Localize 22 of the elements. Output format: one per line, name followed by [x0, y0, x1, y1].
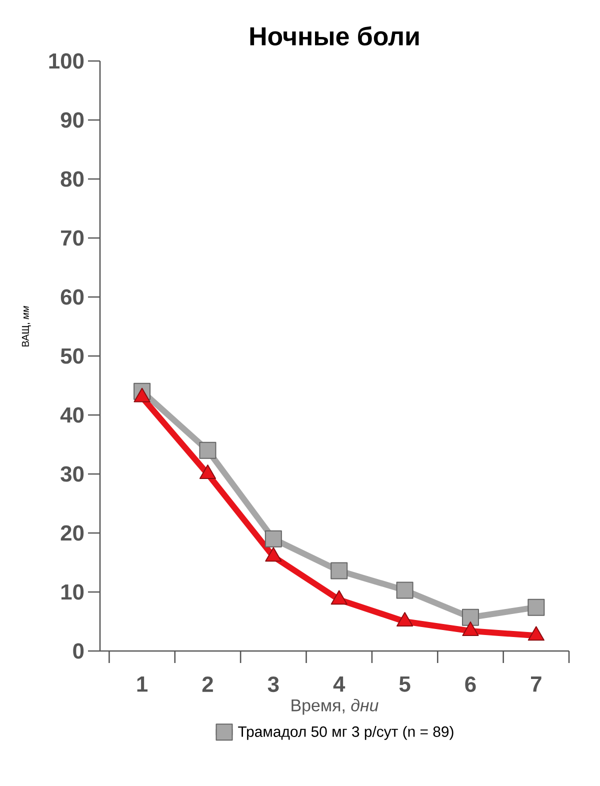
chart-title: Ночные боли	[250, 26, 419, 46]
legend-label: Трамадол 50 мг 3 р/сут (n = 89)	[238, 726, 454, 740]
y-tick-label: 80	[60, 171, 84, 187]
y-tick-label: 50	[60, 348, 84, 364]
y-tick-label: 10	[61, 584, 84, 600]
x-axis-title: Время, дни	[292, 698, 378, 715]
y-axis-title: ВАЩ, мм	[22, 306, 31, 346]
y-tick-label: 90	[60, 112, 84, 128]
y-tick-label: 20	[60, 525, 84, 541]
y-tick-label: 70	[61, 230, 84, 246]
x-tick-label: 1	[137, 676, 148, 692]
y-tick-label: 60	[60, 289, 84, 305]
y-tick-label: 40	[60, 407, 84, 423]
x-tick-label: 4	[333, 676, 346, 692]
y-tick-label: 0	[73, 643, 84, 659]
x-tick-label: 7	[531, 676, 542, 692]
x-tick-label: 3	[268, 676, 279, 692]
y-tick-label: 100	[49, 53, 84, 69]
y-tick-label: 30	[60, 466, 84, 482]
x-tick-label: 6	[465, 676, 476, 692]
x-tick-label: 5	[399, 676, 410, 692]
x-tick-label: 2	[202, 676, 213, 692]
